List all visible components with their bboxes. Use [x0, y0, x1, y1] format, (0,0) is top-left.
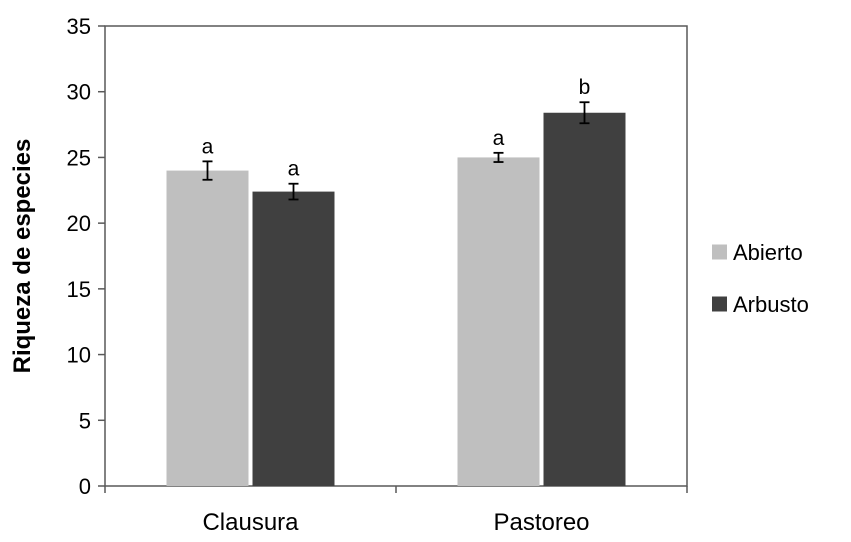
y-tick-label: 30: [67, 80, 91, 105]
y-tick-label: 5: [79, 408, 91, 433]
y-axis-title: Riqueza de especies: [9, 139, 36, 374]
plot-area: 0 5 10 15 20 25 30 35 a a Clausura a b Pastoreo: [67, 14, 688, 536]
y-tick-label: 0: [79, 474, 91, 499]
legend: Abierto Arbusto: [712, 240, 809, 317]
bar-arbusto-pastoreo: [543, 112, 626, 486]
bar-abierto-pastoreo: [457, 157, 540, 486]
y-tick-label: 20: [67, 211, 91, 236]
significance-label: a: [202, 135, 214, 158]
legend-label-arbusto: Arbusto: [733, 292, 809, 317]
y-tick-label: 25: [67, 145, 91, 170]
significance-label: a: [288, 158, 300, 181]
legend-swatch-arbusto: [712, 296, 727, 312]
significance-label: a: [493, 127, 505, 150]
x-category-label: Pastoreo: [493, 509, 589, 536]
legend-swatch-abierto: [712, 244, 727, 260]
y-tick-label: 35: [67, 14, 91, 39]
y-tick-label: 10: [67, 343, 91, 368]
bar-arbusto-clausura: [252, 191, 335, 486]
legend-label-abierto: Abierto: [733, 240, 803, 265]
bar-abierto-clausura: [166, 170, 249, 487]
significance-label: b: [579, 76, 591, 99]
y-tick-label: 15: [67, 277, 91, 302]
x-category-label: Clausura: [202, 509, 299, 536]
